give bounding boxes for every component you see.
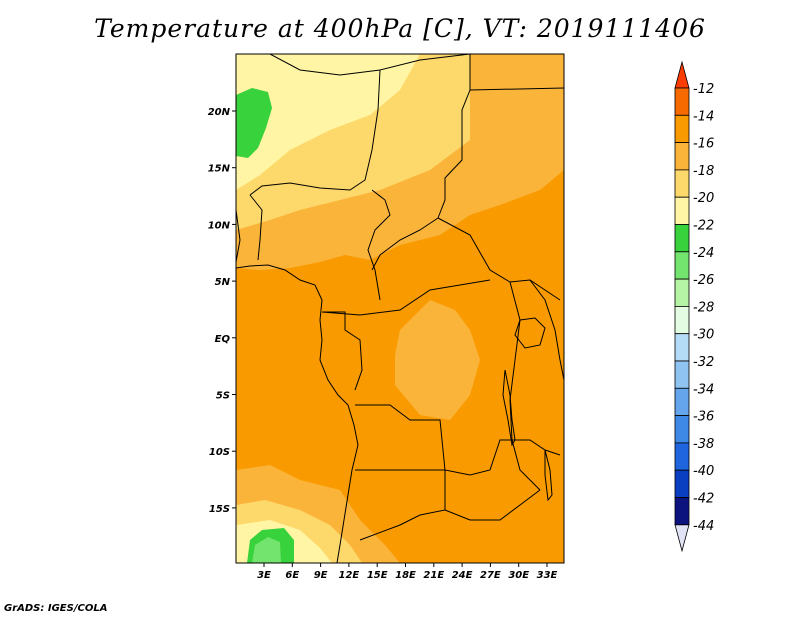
border-central-1 <box>367 189 391 301</box>
colorbar-box <box>674 360 690 389</box>
field-minus24-north <box>236 88 272 158</box>
colorbar-label: -44 <box>693 519 714 534</box>
border-west-1 <box>249 194 263 261</box>
lat-tick-label: 10S <box>209 447 230 458</box>
lon-tick-label: 12E <box>339 570 360 581</box>
lat-tick-label: 20N <box>208 107 231 118</box>
border-central-2 <box>371 217 439 271</box>
lat-tick-label: 5S <box>216 391 230 402</box>
colorbar-label: -16 <box>693 137 714 152</box>
colorbar-box <box>674 442 690 471</box>
lon-tick-label: 21E <box>423 570 444 581</box>
colorbar-label: -26 <box>693 273 714 288</box>
colorbar-label: -42 <box>693 492 714 507</box>
border-north-2 <box>249 69 381 196</box>
map-frame <box>235 53 565 564</box>
colorbar-label: -34 <box>693 382 714 397</box>
lat-tick-label: EQ <box>215 334 231 345</box>
colorbar-box <box>674 333 690 362</box>
lake-tanganyika <box>502 369 516 447</box>
lon-tick-label: 24E <box>452 570 473 581</box>
colorbar-label: -20 <box>693 191 714 206</box>
lat-tick-label: 15S <box>209 504 230 515</box>
border-east-2 <box>512 439 561 456</box>
longitude-axis: 3E 6E 9E 12E 15E 18E 21E 24E 27E 30E 33E <box>257 563 558 581</box>
lat-tick-label: 15N <box>208 164 231 175</box>
colorbar: -12 -14 -16 -18 -20 -22 -24 -26 -28 -30 -32 -34 -36 -… <box>674 60 714 553</box>
lon-tick-label: 3E <box>257 570 271 581</box>
lon-tick-label: 30E <box>508 570 529 581</box>
colorbar-box <box>674 251 690 280</box>
lat-tick-label: 10N <box>208 220 231 231</box>
field-minus22 <box>236 54 420 190</box>
lon-tick-label: 15E <box>367 570 388 581</box>
lon-tick-label: 9E <box>314 570 328 581</box>
colorbar-box <box>674 114 690 144</box>
colorbar-bottom-arrow <box>674 524 690 553</box>
colorbar-label: -30 <box>693 328 714 343</box>
colorbar-box <box>674 169 690 198</box>
field-minus18-interior <box>395 300 480 420</box>
colorbar-box <box>674 278 690 307</box>
colorbar-label: -22 <box>693 219 714 234</box>
lake-victoria <box>514 317 546 349</box>
colorbar-top-arrow <box>674 60 690 89</box>
border-north-1 <box>269 54 471 76</box>
latitude-axis: 20N 15N 10N 5N EQ 5S 10S 15S <box>208 107 236 515</box>
colorbar-label: -40 <box>693 464 714 479</box>
lon-tick-label: 18E <box>395 570 416 581</box>
border-sudan <box>469 87 564 91</box>
colorbar-label: -12 <box>693 82 714 97</box>
colorbar-label: -36 <box>693 410 714 425</box>
colorbar-box <box>674 142 690 171</box>
field-minus18-east <box>520 70 564 160</box>
border-congo-north <box>321 279 491 316</box>
lat-tick-label: 5N <box>215 277 231 288</box>
colorbar-box <box>674 224 690 253</box>
lon-tick-label: 33E <box>537 570 558 581</box>
colorbar-box <box>674 196 690 225</box>
border-west-2 <box>236 209 241 263</box>
colorbar-box <box>674 305 690 335</box>
field-minus26-south <box>252 537 281 563</box>
colorbar-label: -28 <box>693 300 714 315</box>
colorbar-label: -18 <box>693 164 714 179</box>
temperature-field <box>236 54 564 563</box>
colorbar-box <box>674 87 690 116</box>
boundaries <box>236 54 564 563</box>
lake-malawi <box>544 449 553 502</box>
colorbar-box <box>674 387 690 416</box>
colorbar-box <box>674 497 690 526</box>
colorbar-label: -14 <box>693 109 714 124</box>
colorbar-label: -38 <box>693 437 714 452</box>
colorbar-label: -32 <box>693 355 714 370</box>
map-title: Temperature at 400hPa [C], VT: 201911140… <box>94 14 706 43</box>
lon-tick-label: 27E <box>480 570 501 581</box>
border-angola <box>355 469 446 541</box>
coastline-west <box>236 264 359 563</box>
colorbar-box <box>674 469 690 498</box>
credit-text: GrADS: IGES/COLA <box>4 603 108 614</box>
border-east-1 <box>529 279 564 381</box>
lon-tick-label: 6E <box>285 570 299 581</box>
border-gabon <box>322 311 363 391</box>
border-zambia <box>444 489 541 521</box>
colorbar-box <box>674 415 690 444</box>
colorbar-label: -24 <box>693 246 714 261</box>
